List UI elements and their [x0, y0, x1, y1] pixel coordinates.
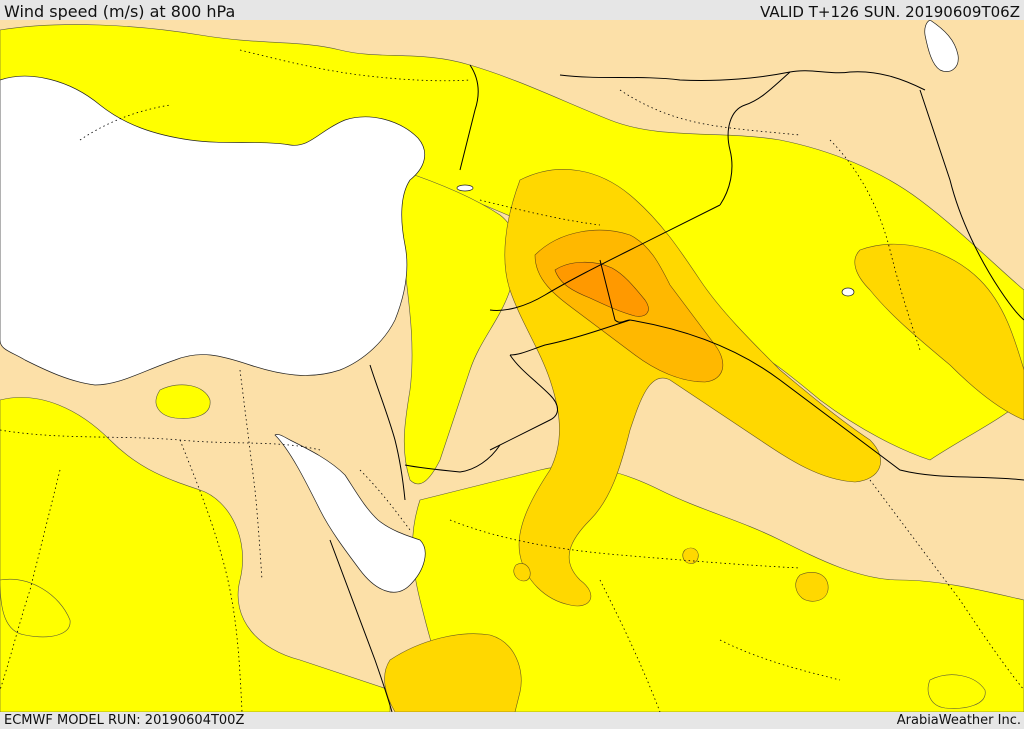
wind-band-peak	[554, 261, 649, 317]
credit-text: ArabiaWeather Inc.	[896, 713, 1021, 728]
country-borders	[329, 64, 1024, 712]
footer-bar	[0, 712, 1024, 729]
map-title: Wind speed (m/s) at 800 hPa	[4, 2, 236, 21]
sea-areas	[0, 20, 959, 593]
valid-time: VALID T+126 SUN. 20190609T06Z	[760, 3, 1020, 21]
mediterranean-sea	[0, 75, 426, 386]
caspian-sea	[924, 20, 959, 72]
map-canvas	[0, 20, 1024, 712]
wind-speed-map[interactable]	[0, 20, 1024, 712]
province-borders	[0, 49, 1024, 712]
header-bar	[0, 0, 1024, 20]
red-sea	[274, 434, 426, 593]
model-run: ECMWF MODEL RUN: 20190604T00Z	[4, 713, 245, 728]
